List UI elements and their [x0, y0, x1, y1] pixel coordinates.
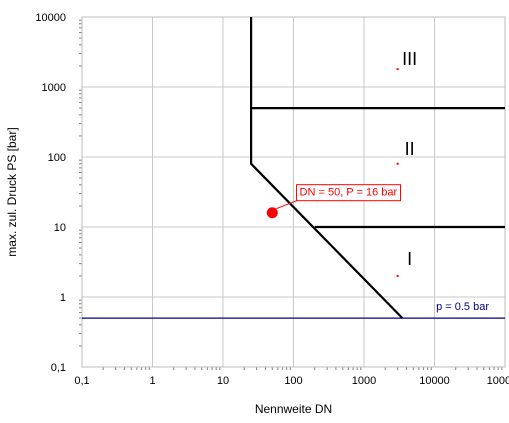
x-tick-label: 100000: [487, 375, 509, 387]
x-tick-label: 1000: [352, 375, 376, 387]
category-marker: [396, 274, 399, 277]
series-lines: [82, 17, 505, 319]
annotation-label: p = 0.5 bar: [436, 301, 489, 313]
series-line-1: [250, 17, 404, 319]
category-marker: [396, 68, 399, 71]
x-tick-label: 10000: [419, 375, 450, 387]
category-label: III: [402, 49, 417, 69]
y-tick-label: 0,1: [51, 362, 66, 374]
annotation-label: DN = 50, P = 16 bar: [300, 187, 398, 199]
annotations: DN = 50, P = 16 bar p = 0.5 bar: [266, 184, 489, 313]
y-tick-label: 1: [60, 292, 66, 304]
plot-area-frame: [81, 16, 506, 368]
highlight-point: [266, 207, 278, 219]
x-tick-label: 10: [217, 375, 229, 387]
y-tick-label: 10000: [35, 12, 66, 24]
x-tick-label: 100: [284, 375, 302, 387]
y-tick-label: 1000: [42, 82, 66, 94]
category-label: I: [407, 249, 412, 269]
grid: [79, 16, 506, 370]
category-marker: [396, 162, 399, 165]
annotation-box: [296, 184, 402, 202]
x-tick-label: 0,1: [74, 375, 89, 387]
y-axis-title: max. zul. Druck PS [bar]: [5, 127, 19, 256]
x-tick-label: 1: [149, 375, 155, 387]
tick-labels: 0,1 1 10 100 1000 10000 100000 0,1 1 10 100 1000 100…: [35, 12, 509, 387]
y-tick-label: 100: [48, 152, 66, 164]
category-label: II: [405, 139, 415, 159]
y-tick-label: 10: [54, 222, 66, 234]
x-axis-title: Nennweite DN: [255, 402, 332, 416]
annotation-leader: [276, 200, 297, 210]
